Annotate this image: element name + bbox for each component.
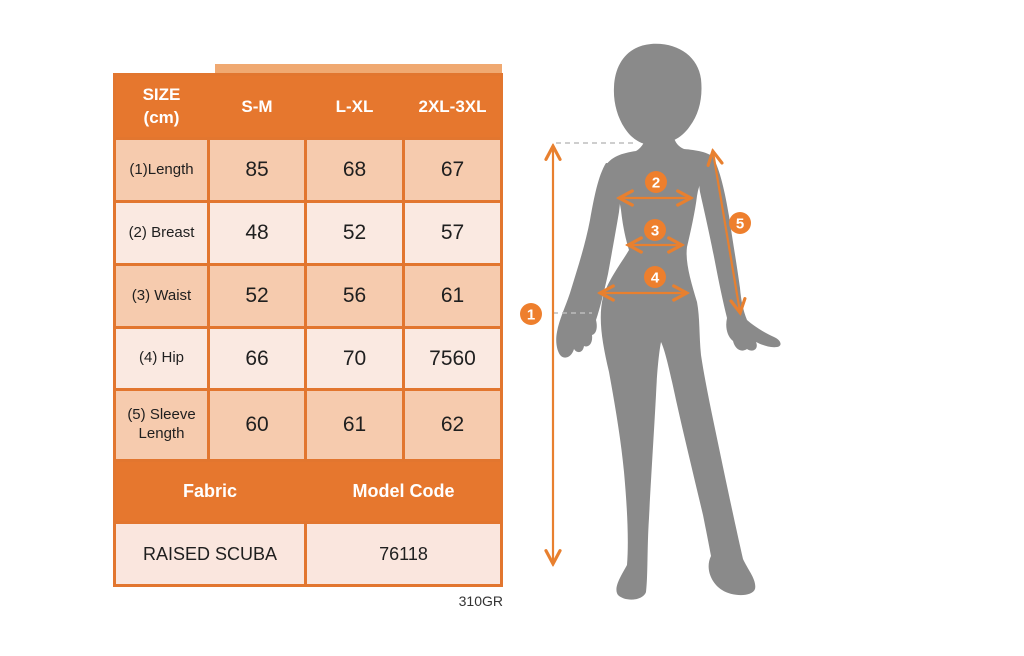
marker-badge-3: 3 [644, 219, 666, 241]
table-top-strip [215, 64, 502, 73]
model-code-header: Model Code [352, 481, 455, 501]
measurement-grid: (1)Length 85 68 67 (2) Breast 48 52 57 (… [116, 140, 500, 459]
row-label-breast: (2) Breast [116, 203, 207, 263]
size-chart-table: SIZE (cm) S-M L-XL 2XL-3XL (1)Length 85 … [113, 73, 503, 587]
sleeve-lxl: 61 [307, 391, 402, 459]
sleeve-sm: 60 [210, 391, 304, 459]
silhouette-left-arm [556, 163, 622, 358]
footer-value-row: RAISED SCUBA 76118 [116, 524, 500, 584]
sleeve-2xl3xl: 62 [405, 391, 500, 459]
fabric-header: Fabric [182, 481, 238, 501]
breast-2xl3xl: 57 [405, 203, 500, 263]
size-unit-header: SIZE (cm) [116, 76, 207, 137]
row-label-length: (1)Length [116, 140, 207, 200]
waist-lxl: 56 [307, 266, 402, 326]
marker-badge-2: 2 [645, 171, 667, 193]
waist-sm: 52 [210, 266, 304, 326]
measurement-figure: 1 2 3 4 5 [520, 43, 781, 600]
table-header-row: SIZE (cm) S-M L-XL 2XL-3XL [116, 76, 500, 137]
length-sm: 85 [210, 140, 304, 200]
svg-text:3: 3 [651, 223, 659, 240]
length-lxl: 68 [307, 140, 402, 200]
woman-silhouette [556, 43, 781, 600]
waist-2xl3xl: 61 [405, 266, 500, 326]
size-unit-line1: SIZE [142, 84, 181, 104]
sleeve-arrow [713, 152, 740, 312]
breast-sm: 48 [210, 203, 304, 263]
hip-sm: 66 [210, 329, 304, 388]
silhouette-right-arm [699, 157, 781, 351]
row-label-hip: (4) Hip [116, 329, 207, 388]
model-code-value: 76118 [307, 524, 500, 584]
fabric-weight-note: 310GR [458, 593, 503, 609]
silhouette-head [613, 43, 702, 145]
svg-text:2: 2 [652, 175, 660, 192]
svg-text:1: 1 [527, 307, 535, 324]
hip-2xl3xl: 7560 [405, 329, 500, 388]
hip-lxl: 70 [307, 329, 402, 388]
footer-header-row: Fabric Model Code [116, 462, 500, 521]
svg-text:5: 5 [736, 216, 744, 233]
breast-lxl: 52 [307, 203, 402, 263]
column-header-lxl: L-XL [335, 96, 374, 116]
fabric-value: RAISED SCUBA [116, 524, 304, 584]
marker-badge-1: 1 [520, 303, 542, 325]
svg-text:4: 4 [651, 270, 660, 287]
row-label-sleeve: (5) Sleeve Length [116, 391, 207, 459]
marker-badge-4: 4 [644, 266, 666, 288]
column-header-sm: S-M [241, 96, 273, 116]
row-label-waist: (3) Waist [116, 266, 207, 326]
marker-badge-5: 5 [729, 212, 751, 234]
length-2xl3xl: 67 [405, 140, 500, 200]
size-unit-line2: (cm) [143, 107, 180, 127]
column-header-2xl3xl: 2XL-3XL [418, 96, 487, 116]
